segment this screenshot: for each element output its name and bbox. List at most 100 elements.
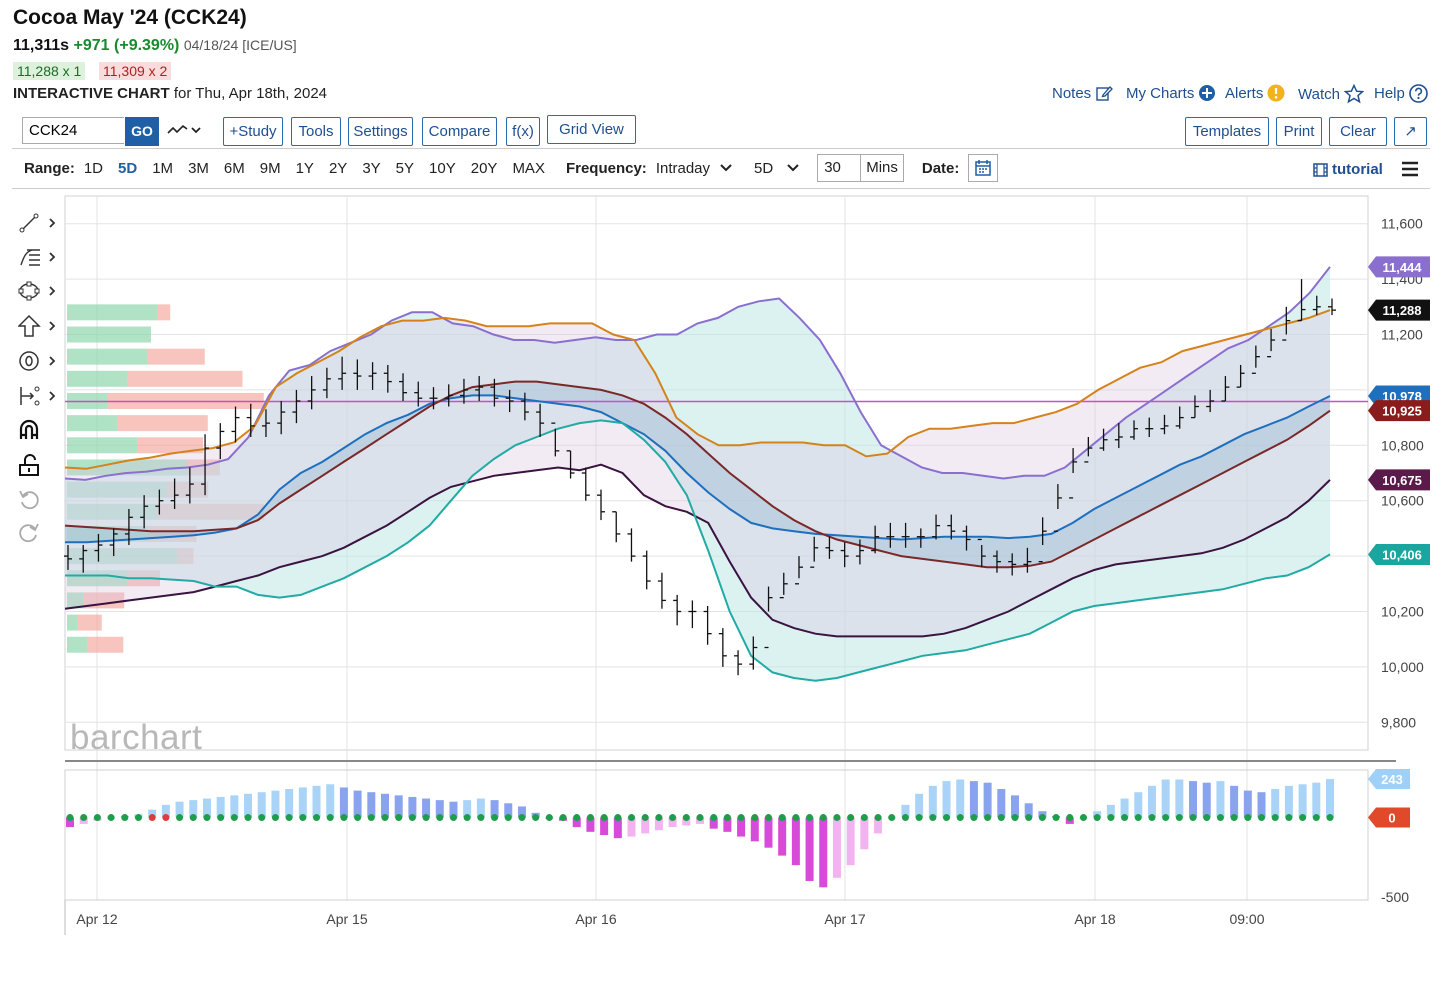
study-button[interactable]: +Study (223, 117, 283, 146)
oscillator-bar (723, 817, 732, 832)
oscillator-zero-dot (121, 814, 129, 822)
symbol-input[interactable] (22, 117, 124, 144)
range-3y[interactable]: 3Y (362, 159, 381, 177)
x-tick-label: Apr 15 (326, 911, 367, 927)
menu-button[interactable] (1400, 160, 1420, 178)
oscillator-tag-label: 243 (1381, 772, 1403, 787)
oscillator-zero-dot (819, 814, 827, 822)
range-2y[interactable]: 2Y (328, 159, 348, 177)
watch-link[interactable]: Watch (1298, 84, 1364, 104)
range-max[interactable]: MAX (512, 159, 545, 177)
price-tag-label: 11,444 (1382, 260, 1422, 275)
clear-button[interactable]: Clear (1329, 117, 1387, 146)
oscillator-zero-dot (833, 814, 841, 822)
oscillator-bar (791, 817, 800, 866)
oscillator-bar (463, 800, 472, 818)
price-change: +971 (+9.39%) (73, 37, 180, 54)
range-divider (12, 188, 1430, 189)
oscillator-zero-dot (354, 814, 362, 822)
oscillator-bar (1147, 785, 1156, 818)
oscillator-zero-dot (847, 814, 855, 822)
oscillator-zero-dot (395, 814, 403, 822)
oscillator-bar (230, 795, 239, 818)
my-charts-link[interactable]: My Charts (1126, 84, 1216, 102)
tutorial-link[interactable]: tutorial (1313, 161, 1383, 178)
oscillator-bar (586, 817, 595, 832)
oscillator-bar (819, 817, 828, 888)
trendline-tool[interactable] (18, 212, 58, 234)
range-6m[interactable]: 6M (223, 159, 245, 177)
oscillator-zero-dot (778, 814, 786, 822)
arrow-tool[interactable] (17, 314, 58, 337)
interval-input[interactable]: 30 (817, 154, 862, 182)
oscillator-zero-dot (299, 814, 307, 822)
volume-profile-red (77, 614, 102, 631)
chart-type-dropdown[interactable] (166, 120, 206, 142)
oscillator-zero-dot (1079, 814, 1087, 822)
oscillator-bar (394, 795, 403, 818)
lock-tool[interactable] (18, 454, 58, 476)
volume-profile-green (67, 326, 151, 343)
go-button[interactable]: GO (125, 117, 159, 146)
range-20y[interactable]: 20Y (470, 159, 498, 177)
magnet-tool[interactable] (18, 419, 58, 441)
oscillator-zero-dot (970, 814, 978, 822)
price-tag (1368, 469, 1430, 491)
series-line-ma-blue (65, 394, 1331, 544)
range-1m[interactable]: 1M (152, 159, 174, 177)
grid-view-button[interactable]: Grid View (547, 115, 636, 144)
frequency-select[interactable]: Intraday (656, 160, 732, 177)
oscillator-zero-dot (710, 814, 718, 822)
zero-circle-icon (19, 351, 56, 371)
range-5y[interactable]: 5Y (395, 159, 415, 177)
oscillator-bar (1175, 779, 1184, 818)
oscillator-zero-dot (545, 814, 553, 822)
oscillator-zero-dot (436, 814, 444, 822)
annotation-tool[interactable] (18, 350, 58, 372)
range-3m[interactable]: 3M (188, 159, 209, 177)
ma-fill (65, 381, 1330, 568)
redo-button[interactable] (18, 521, 58, 543)
period-select[interactable]: 5D (754, 160, 799, 177)
oscillator-bar (1189, 781, 1198, 818)
oscillator-zero-dot (1134, 814, 1142, 822)
expand-button[interactable]: ↗ (1394, 117, 1427, 146)
oscillator-bar (1298, 784, 1307, 818)
range-10y[interactable]: 10Y (429, 159, 456, 177)
range-5d[interactable]: 5D (118, 159, 138, 177)
oscillator-zero-dot (491, 814, 499, 822)
bollinger-fill (65, 266, 1330, 681)
range-9m[interactable]: 9M (259, 159, 281, 177)
barchart-watermark: barchart (70, 718, 203, 757)
oscillator-bar (942, 781, 951, 818)
notes-link[interactable]: Notes (1052, 84, 1114, 102)
chart-caption: INTERACTIVE CHART for Thu, Apr 18th, 202… (13, 85, 327, 102)
undo-button[interactable] (18, 488, 58, 510)
templates-button[interactable]: Templates (1185, 117, 1269, 146)
price-tag-label: 10,675 (1382, 473, 1422, 488)
oscillator-zero-dot (1189, 814, 1197, 822)
shapes-tool[interactable] (18, 280, 58, 302)
oscillator-zero-dot (258, 814, 266, 822)
measure-tool[interactable] (18, 385, 58, 407)
oscillator-bar (161, 804, 170, 818)
oscillator-zero-dot (80, 814, 88, 822)
fibonacci-tool[interactable] (18, 246, 58, 268)
oscillator-zero-dot (1162, 814, 1170, 822)
plus-circle-icon (1199, 85, 1216, 101)
compare-button[interactable]: Compare (422, 117, 497, 146)
range-1d[interactable]: 1D (83, 159, 104, 177)
alerts-link[interactable]: Alerts (1225, 84, 1285, 102)
oscillator-zero-dot (901, 814, 909, 822)
date-picker[interactable] (968, 154, 999, 182)
oscillator-zero-dot (792, 814, 800, 822)
help-link[interactable]: Help (1374, 84, 1428, 103)
function-button[interactable]: f(x) (506, 117, 540, 146)
settings-button[interactable]: Settings (348, 117, 413, 146)
tools-button[interactable]: Tools (291, 117, 341, 146)
oscillator-bar (750, 817, 759, 842)
range-1y[interactable]: 1Y (295, 159, 314, 177)
print-button[interactable]: Print (1276, 117, 1322, 146)
interval-unit: Mins (861, 154, 904, 182)
